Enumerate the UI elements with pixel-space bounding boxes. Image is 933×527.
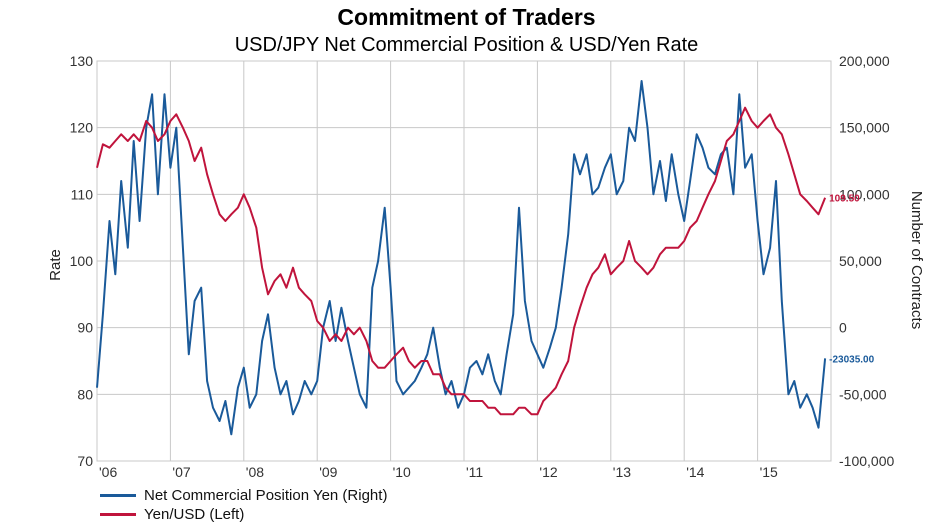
legend-item-yen-usd: Yen/USD (Left) — [100, 505, 387, 524]
x-tick-label: '09 — [319, 464, 337, 480]
right-axis-ticks: 200,000 150,000 100,000 50,000 0 -50,000 -100,… — [839, 53, 894, 469]
right-tick-label: 0 — [839, 320, 847, 336]
left-tick-label: 100 — [70, 253, 94, 269]
chart-subtitle: USD/JPY Net Commercial Position & USD/Ye… — [234, 34, 699, 56]
legend-label-net-commercial: Net Commercial Position Yen (Right) — [144, 487, 388, 504]
series-line-yen-usd — [96, 106, 827, 416]
left-tick-label: 110 — [71, 186, 94, 202]
legend-label-yen-usd: Yen/USD (Left) — [144, 506, 245, 523]
x-tick-label: '12 — [539, 464, 557, 480]
right-axis-label: Number of Contracts — [908, 191, 925, 329]
legend-item-net-commercial: Net Commercial Position Yen (Right) — [100, 486, 387, 505]
x-tick-label: '10 — [393, 464, 411, 480]
right-tick-label: 150,000 — [839, 120, 890, 136]
right-tick-label: 200,000 — [839, 53, 890, 69]
x-axis-ticks: '06 '07 '08 '09 '10 '11 '12 '13 '14 '15 — [99, 464, 778, 480]
series-end-label: 109.50 — [829, 194, 860, 205]
left-tick-label: 130 — [70, 53, 94, 69]
end-labels: -23035.00 109.50 — [829, 194, 874, 366]
left-tick-label: 120 — [70, 120, 94, 136]
left-axis-label: Rate — [47, 249, 64, 281]
x-tick-label: '13 — [613, 464, 631, 480]
right-tick-label: 100,000 — [839, 186, 890, 202]
plot-frame — [96, 60, 832, 462]
x-tick-label: '14 — [686, 464, 704, 480]
series-layer — [96, 80, 827, 436]
right-tick-label: -50,000 — [839, 386, 887, 402]
legend-swatch-net-commercial — [100, 494, 136, 497]
x-tick-label: '11 — [466, 464, 483, 480]
left-tick-label: 80 — [77, 386, 93, 402]
right-tick-label: -100,000 — [839, 453, 894, 469]
left-tick-label: 90 — [77, 320, 93, 336]
x-tick-label: '07 — [172, 464, 190, 480]
chart-title: Commitment of Traders — [337, 4, 596, 30]
right-tick-label: 50,000 — [839, 253, 882, 269]
x-tick-label: '06 — [99, 464, 117, 480]
x-tick-label: '15 — [760, 464, 778, 480]
left-axis-ticks: 130 120 110 100 90 80 70 — [70, 53, 94, 469]
legend: Net Commercial Position Yen (Right) Yen/… — [100, 486, 387, 524]
legend-swatch-yen-usd — [100, 513, 136, 516]
x-tick-label: '08 — [246, 464, 264, 480]
series-end-label: -23035.00 — [829, 354, 874, 365]
left-tick-label: 70 — [77, 453, 93, 469]
series-line-net-commercial — [96, 80, 827, 436]
chart-grid — [96, 60, 831, 462]
